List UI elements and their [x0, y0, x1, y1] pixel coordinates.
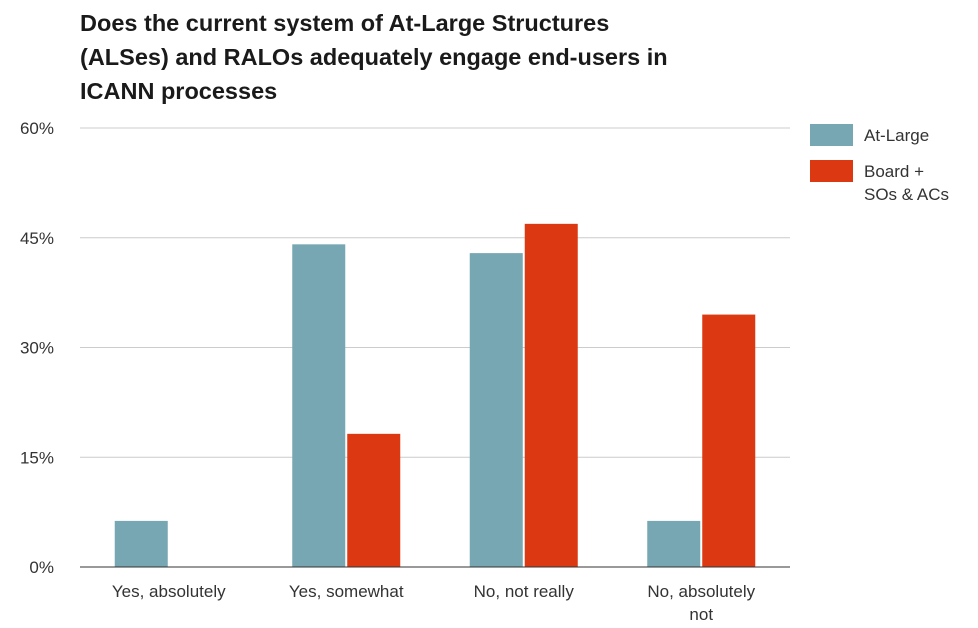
bar[interactable]	[115, 521, 168, 567]
legend-label: Board +	[864, 162, 924, 181]
bar[interactable]	[347, 434, 400, 567]
x-tick-label: Yes, somewhat	[289, 582, 404, 601]
x-tick-label: No, not really	[474, 582, 575, 601]
legend-swatch	[810, 124, 853, 146]
x-axis: Yes, absolutely Yes, somewhat No, not real…	[80, 567, 790, 624]
legend-label: At-Large	[864, 126, 929, 145]
bar[interactable]	[647, 521, 700, 567]
x-tick-label: No, absolutely	[647, 582, 755, 601]
bars	[115, 224, 756, 567]
bar[interactable]	[702, 315, 755, 567]
legend-label: SOs & ACs	[864, 185, 949, 204]
bar[interactable]	[292, 244, 345, 567]
bar[interactable]	[525, 224, 578, 567]
y-tick-label: 30%	[20, 339, 54, 358]
legend[interactable]: At-Large Board + SOs & ACs	[810, 124, 949, 204]
legend-swatch	[810, 160, 853, 182]
gridlines	[80, 128, 790, 567]
bar[interactable]	[470, 253, 523, 567]
y-tick-label: 15%	[20, 448, 54, 467]
y-tick-label: 0%	[29, 558, 54, 577]
y-tick-label: 45%	[20, 229, 54, 248]
x-tick-label: not	[689, 605, 713, 624]
y-tick-label: 60%	[20, 119, 54, 138]
x-tick-label: Yes, absolutely	[112, 582, 226, 601]
y-axis: 0% 15% 30% 45% 60%	[20, 119, 54, 577]
